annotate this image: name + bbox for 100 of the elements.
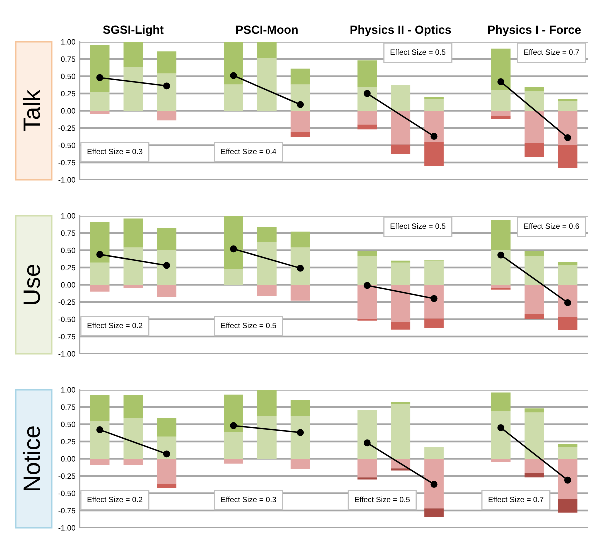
point: [96, 74, 104, 82]
bar: [224, 432, 244, 459]
bar: [358, 251, 378, 256]
bar: [257, 242, 277, 285]
bar: [391, 404, 411, 459]
bar: [524, 88, 544, 92]
point: [364, 440, 371, 447]
bar: [124, 418, 144, 459]
bar: [157, 484, 177, 488]
bar: [290, 84, 310, 111]
bar: [157, 285, 177, 298]
bar: [524, 256, 544, 285]
bar: [290, 232, 310, 248]
point: [498, 424, 505, 432]
point: [230, 246, 238, 253]
bar: [558, 101, 578, 111]
bar: [424, 111, 444, 142]
point: [230, 422, 238, 430]
bar: [491, 250, 511, 285]
bar: [358, 124, 378, 130]
bar: [224, 394, 244, 432]
bar: [524, 111, 544, 144]
bar: [491, 220, 511, 250]
bar: [491, 285, 511, 288]
bar: [524, 251, 544, 256]
bar: [491, 111, 511, 116]
bar: [358, 111, 378, 125]
bar: [224, 84, 244, 111]
text: SGSI-Light: [103, 25, 164, 36]
point: [498, 78, 505, 86]
point: [430, 133, 438, 140]
bar: [558, 262, 578, 266]
bar: [558, 447, 578, 459]
point: [163, 450, 170, 458]
bar: [524, 412, 544, 459]
bar: [491, 48, 511, 90]
text: Physics I - Force: [488, 25, 582, 36]
bar: [391, 322, 411, 330]
bar: [90, 285, 110, 292]
bar: [424, 260, 444, 285]
y-axis-title: Use: [24, 265, 40, 304]
point: [564, 134, 572, 142]
point: [430, 295, 438, 302]
bar: [491, 392, 511, 412]
bar: [491, 116, 511, 120]
y-axis-title: Notice: [22, 426, 40, 491]
bar: [524, 285, 544, 314]
bar: [391, 111, 411, 145]
bar: [491, 90, 511, 111]
bar: [257, 42, 277, 59]
bar: [257, 227, 277, 242]
point: [297, 264, 304, 272]
bar: [290, 111, 310, 132]
bar: [391, 85, 411, 111]
bar: [290, 459, 310, 470]
bar: [424, 285, 444, 319]
bar: [124, 68, 144, 111]
bar: [290, 248, 310, 285]
bar: [124, 396, 144, 418]
bar: [90, 222, 110, 263]
point: [564, 299, 572, 306]
bar: [157, 418, 177, 437]
point: [364, 90, 371, 98]
bar: [157, 250, 177, 285]
bar: [391, 144, 411, 154]
point: [163, 82, 170, 90]
bar: [358, 410, 378, 459]
bar: [257, 285, 277, 296]
bar: [424, 447, 444, 459]
bar: [524, 459, 544, 474]
bar: [491, 459, 511, 462]
bar: [524, 408, 544, 413]
point: [96, 426, 104, 434]
bar: [524, 473, 544, 478]
text: Physics II - Optics: [350, 25, 452, 36]
bar: [290, 285, 310, 301]
bar: [391, 285, 411, 322]
bar: [90, 459, 110, 466]
bar: [157, 111, 177, 121]
bar: [90, 396, 110, 422]
bar: [157, 52, 177, 74]
bar: [358, 459, 378, 478]
bar: [257, 58, 277, 111]
point: [297, 101, 304, 108]
bar: [124, 459, 144, 466]
bar: [290, 132, 310, 138]
bar: [290, 416, 310, 459]
bar: [558, 266, 578, 285]
bar: [90, 45, 110, 92]
bar: [124, 42, 144, 68]
bar: [290, 68, 310, 85]
bar: [358, 60, 378, 88]
bar: [124, 218, 144, 248]
bar: [424, 99, 444, 111]
bar: [558, 111, 578, 146]
bar: [157, 74, 177, 111]
bar: [558, 459, 578, 500]
y-axis-title: Talk: [22, 90, 40, 132]
bar: [524, 143, 544, 158]
bar: [424, 508, 444, 517]
